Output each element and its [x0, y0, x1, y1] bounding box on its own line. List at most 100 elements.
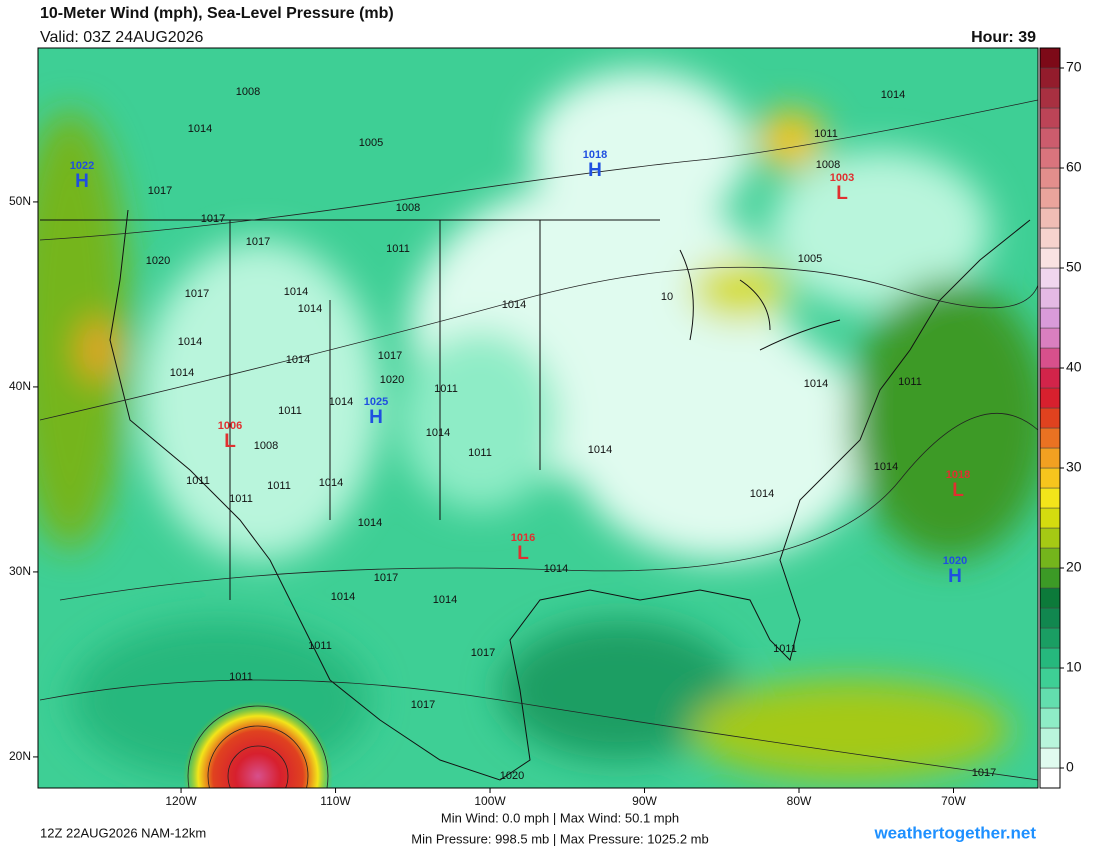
pressure-center-letter: H	[588, 160, 602, 181]
isobar-label: 1017	[411, 699, 435, 711]
isobar-label: 1014	[881, 89, 905, 101]
color-block	[1039, 147, 1061, 169]
color-block	[1039, 207, 1061, 229]
isobar-label: 1014	[329, 396, 353, 408]
color-block	[1039, 527, 1061, 549]
colorbar-tick-label: 60	[1066, 159, 1082, 175]
x-tick-label: 120W	[165, 794, 197, 808]
color-block	[1039, 87, 1061, 109]
x-tick-label: 90W	[632, 794, 657, 808]
pressure-center-value: 1022	[70, 160, 94, 172]
color-block	[1039, 507, 1061, 529]
color-block	[1039, 327, 1061, 349]
color-block	[1039, 227, 1061, 249]
isobar-label: 1020	[500, 770, 524, 782]
colorbar-tick-label: 40	[1066, 359, 1082, 375]
color-block	[1039, 747, 1061, 769]
isobar-label: 1014	[433, 594, 457, 606]
color-block	[1039, 647, 1061, 669]
pressure-center-value: 1020	[943, 555, 967, 567]
y-tick-label: 30N	[9, 564, 31, 578]
y-tick-label: 20N	[9, 749, 31, 763]
color-block	[1039, 107, 1061, 129]
isobar-label: 1011	[229, 493, 253, 505]
valid-time: Valid: 03Z 24AUG2026	[40, 29, 203, 46]
y-tick-label: 50N	[9, 194, 31, 208]
color-block	[1039, 587, 1061, 609]
x-tick-label: 100W	[474, 794, 506, 808]
color-block	[1039, 47, 1061, 69]
isobar-label: 1014	[502, 299, 526, 311]
pressure-center-letter: L	[952, 480, 964, 501]
forecast-hour: Hour: 39	[971, 29, 1036, 46]
y-tick-label: 40N	[9, 379, 31, 393]
color-block	[1039, 407, 1061, 429]
color-block	[1039, 547, 1061, 569]
isobar-label: 1014	[298, 303, 322, 315]
x-tick-label: 70W	[941, 794, 966, 808]
pressure-center-value: 1006	[218, 420, 242, 432]
isobar-label: 1005	[359, 137, 383, 149]
isobar-label: 1017	[185, 288, 209, 300]
x-tick-label: 110W	[320, 794, 351, 808]
pressure-center-letter: L	[517, 543, 529, 564]
isobar-label: 1011	[898, 376, 922, 388]
isobar-label: 1017	[972, 767, 996, 779]
color-block	[1039, 567, 1061, 589]
color-block	[1039, 307, 1061, 329]
pressure-stats: Min Pressure: 998.5 mb | Max Pressure: 1…	[411, 831, 708, 846]
isobar-label: 1011	[468, 447, 492, 459]
isobar-label: 1008	[254, 440, 278, 452]
color-block	[1039, 467, 1061, 489]
color-block	[1039, 267, 1061, 289]
isobar-label: 1014	[331, 591, 355, 603]
color-block	[1039, 767, 1061, 789]
color-block	[1039, 367, 1061, 389]
isobar-label: 1011	[308, 640, 332, 652]
color-block	[1039, 387, 1061, 409]
colorbar-tick-label: 50	[1066, 259, 1082, 275]
colorbar-frame	[1039, 47, 1061, 789]
colorbar-tick-label: 70	[1066, 59, 1082, 75]
isobar-label: 1005	[798, 253, 822, 265]
pressure-center-value: 1018	[583, 149, 607, 161]
isobar-label: 1020	[146, 255, 170, 267]
pressure-center-value: 1003	[830, 172, 854, 184]
coastlines	[40, 209, 1031, 781]
isobar-label: 1014	[170, 367, 194, 379]
color-block	[1039, 607, 1061, 629]
pressure-center-value: 1025	[364, 396, 388, 408]
color-block	[1039, 167, 1061, 189]
isobar-label: 1008	[816, 159, 840, 171]
color-block	[1039, 447, 1061, 469]
colorbar-tick-label: 30	[1066, 459, 1082, 475]
isobar-label: 1008	[236, 86, 260, 98]
pressure-center-letter: H	[369, 407, 383, 428]
isobars	[39, 99, 1038, 788]
color-block	[1039, 347, 1061, 369]
wind-stats: Min Wind: 0.0 mph | Max Wind: 50.1 mph	[441, 810, 679, 825]
isobar-label: 1014	[426, 427, 450, 439]
pressure-center-value: 1016	[511, 532, 535, 544]
isobar-label: 1011	[434, 383, 458, 395]
title: 10-Meter Wind (mph), Sea-Level Pressure …	[40, 5, 394, 22]
color-block	[1039, 427, 1061, 449]
isobar-label: 1011	[773, 643, 797, 655]
pressure-center-letter: L	[836, 183, 848, 204]
colorbar-tick-label: 10	[1066, 659, 1082, 675]
color-block	[1039, 187, 1061, 209]
isobar-label: 1014	[804, 378, 828, 390]
color-block	[1039, 687, 1061, 709]
isobar-label: 1011	[278, 405, 302, 417]
isobar-label: 1014	[588, 444, 612, 456]
colorbar-tick-label: 20	[1066, 559, 1082, 575]
color-block	[1039, 667, 1061, 689]
color-block	[1039, 247, 1061, 269]
pressure-center-letter: H	[948, 566, 962, 587]
site-name: weathertogether.net	[873, 823, 1036, 842]
color-block	[1039, 707, 1061, 729]
isobar-label: 1017	[374, 572, 398, 584]
isobar-label: 1020	[380, 374, 404, 386]
pressure-center-letter: L	[224, 431, 236, 452]
isobar-label: 1014	[750, 488, 774, 500]
